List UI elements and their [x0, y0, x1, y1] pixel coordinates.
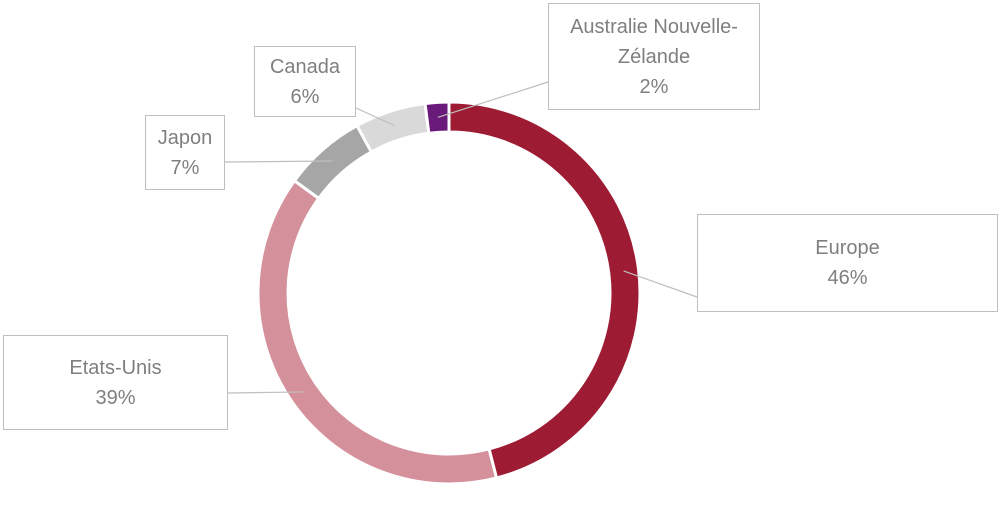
label-value: 7% — [170, 156, 200, 179]
label-name: Japon — [157, 126, 213, 149]
leader-line — [355, 107, 395, 127]
label-name: Europe — [815, 237, 880, 259]
data-label: Japon 7% — [145, 115, 225, 190]
leader-line — [437, 81, 549, 118]
label-value: 6% — [290, 85, 320, 108]
slice — [423, 100, 451, 135]
label-name: Australie Nouvelle-Zélande — [570, 15, 738, 68]
slice — [292, 123, 374, 201]
leader-line — [623, 270, 698, 298]
slice — [447, 100, 642, 480]
label-name: Canada — [269, 55, 341, 78]
data-label: Etats-Unis 39% — [3, 335, 228, 430]
data-label: Canada 6% — [254, 46, 356, 117]
leader-line — [227, 391, 304, 394]
data-label: Europe 46% — [697, 214, 998, 312]
slice — [354, 101, 431, 154]
data-label: Australie Nouvelle-Zélande 2% — [548, 3, 760, 110]
label-value: 2% — [639, 75, 669, 98]
leader-line — [224, 160, 333, 163]
label-value: 46% — [827, 267, 868, 289]
slice — [256, 178, 499, 486]
label-value: 39% — [95, 386, 136, 409]
label-name: Etats-Unis — [69, 356, 162, 379]
